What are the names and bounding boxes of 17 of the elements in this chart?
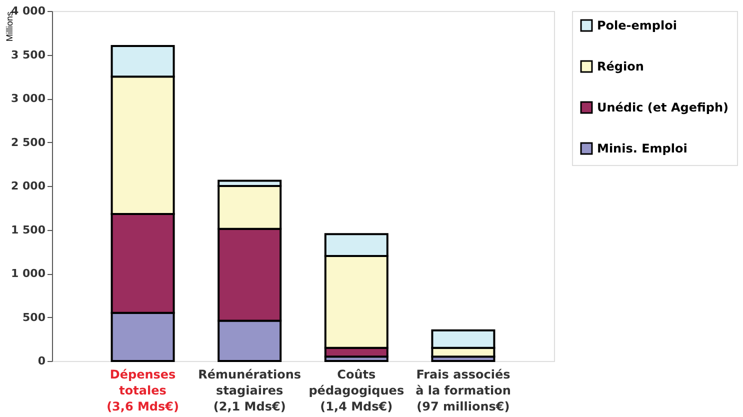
legend-label: Pole-emploi <box>597 18 677 32</box>
x-tick-label: Rémunérations stagiaires (2,1 Mds€) <box>198 368 302 414</box>
y-tick-label: 3 000 <box>11 92 46 105</box>
y-tick-label: 1 500 <box>11 223 46 236</box>
y-tick-label: 0 <box>38 354 46 368</box>
legend-label: Unédic (et Agefiph) <box>597 100 728 114</box>
x-tick-label: Frais associés à la formation (97 millions€) <box>416 368 511 414</box>
y-tick-label: 1 000 <box>11 267 46 280</box>
y-tick-label: 2 000 <box>11 180 46 192</box>
y-tick-label: 500 <box>22 310 46 324</box>
legend-label: Région <box>597 60 644 74</box>
x-tick-label: Dépenses totales (3,6 Mds€) <box>106 368 180 414</box>
x-tick-label: Coûts pédagogiques (1,4 Mds€) <box>308 368 404 414</box>
legend-label: Minis. Emploi <box>597 142 688 156</box>
y-tick-label: 2 500 <box>11 136 46 149</box>
y-tick-label: 4 000 <box>11 4 46 18</box>
y-tick-label: 3 500 <box>11 48 46 62</box>
